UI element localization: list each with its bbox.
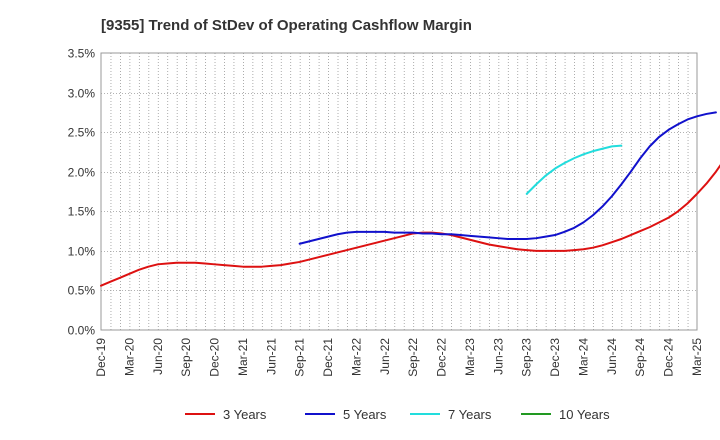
x-tick-label: Mar-23 [463, 338, 477, 376]
series-line-5-years [298, 111, 717, 245]
legend-label: 3 Years [223, 407, 267, 422]
x-tick-label: Mar-20 [122, 338, 136, 376]
x-tick-label: Jun-21 [264, 338, 278, 375]
x-tick-label: Mar-21 [236, 338, 250, 376]
y-tick-label: 1.5% [68, 205, 96, 219]
y-tick-label: 0.5% [68, 284, 96, 298]
x-tick-label: Mar-24 [576, 338, 590, 376]
x-tick-label: Jun-24 [605, 338, 619, 375]
plot-area [100, 52, 698, 331]
y-tick-label: 1.0% [68, 245, 96, 259]
y-tick-label: 2.5% [68, 126, 96, 140]
legend-label: 7 Years [448, 407, 492, 422]
series-lines [100, 111, 720, 287]
series-line-3-years [100, 164, 720, 287]
x-tick-label: Mar-22 [349, 338, 363, 376]
x-tick-label: Jun-20 [151, 338, 165, 375]
x-tick-label: Sep-24 [633, 338, 647, 377]
x-tick-label: Jun-23 [491, 338, 505, 375]
x-tick-label: Dec-20 [208, 338, 222, 377]
y-axis: 0.0% 0.5% 1.0% 1.5% 2.0% 2.5% 3.0% 3.5% [68, 47, 96, 338]
x-tick-label: Dec-23 [548, 338, 562, 377]
legend-label: 5 Years [343, 407, 387, 422]
x-tick-label: Sep-23 [520, 338, 534, 377]
x-tick-label: Dec-19 [94, 338, 108, 377]
y-tick-label: 3.5% [68, 47, 96, 61]
gridlines [100, 52, 698, 331]
legend: 3 Years 5 Years 7 Years 10 Years [185, 407, 610, 422]
series-line-7-years [525, 144, 623, 195]
y-tick-label: 3.0% [68, 87, 96, 101]
chart-title: [9355] Trend of StDev of Operating Cashf… [101, 17, 472, 34]
x-tick-label: Sep-20 [179, 338, 193, 377]
x-tick-label: Sep-22 [406, 338, 420, 377]
x-axis: Dec-19 Mar-20 Jun-20 Sep-20 Dec-20 Mar-21 Jun-… [94, 338, 704, 377]
y-tick-label: 0.0% [68, 324, 96, 338]
x-tick-label: Sep-21 [293, 338, 307, 377]
x-tick-label: Dec-24 [662, 338, 676, 377]
y-tick-label: 2.0% [68, 166, 96, 180]
x-tick-label: Jun-22 [378, 338, 392, 375]
x-tick-label: Dec-22 [435, 338, 449, 377]
legend-label: 10 Years [559, 407, 610, 422]
x-tick-label: Dec-21 [321, 338, 335, 377]
x-tick-label: Mar-25 [690, 338, 704, 376]
